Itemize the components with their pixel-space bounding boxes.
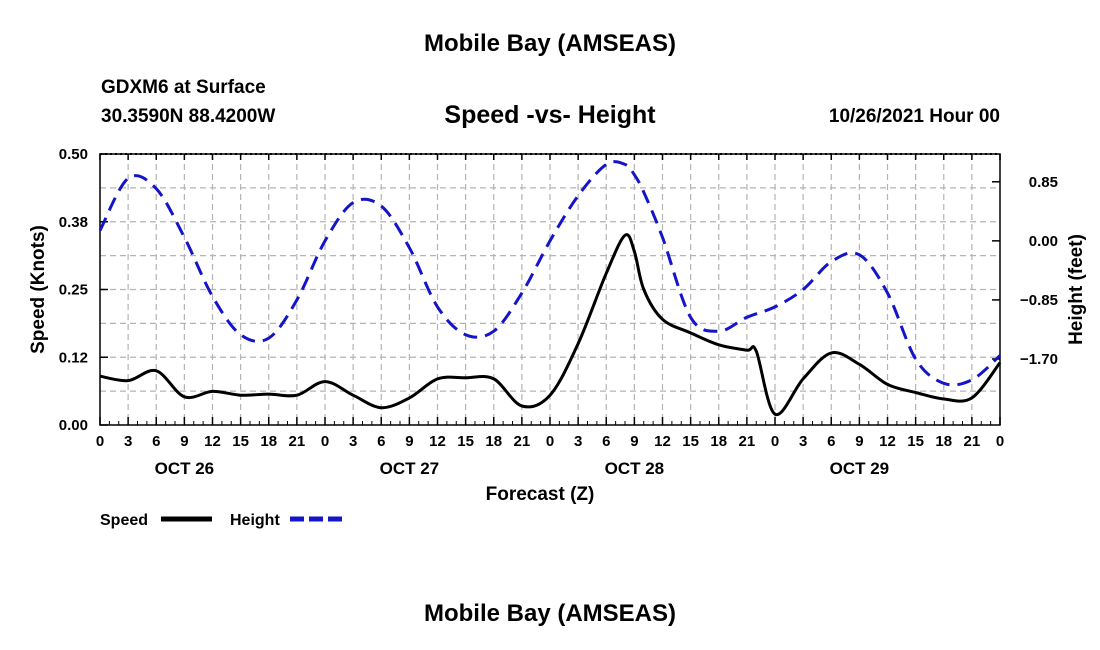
legend-label-height: Height <box>230 512 280 529</box>
y-tick-label: 0.38 <box>59 214 88 231</box>
x-tick-label: 21 <box>739 433 756 450</box>
y-tick-label: 0.25 <box>59 282 88 299</box>
x-tick-label: 12 <box>204 433 221 450</box>
x-day-label: OCT 28 <box>605 459 665 478</box>
page-title-repeat: Mobile Bay (AMSEAS) <box>423 600 677 627</box>
x-tick-label: 3 <box>349 433 357 450</box>
x-tick-label: 9 <box>180 433 188 450</box>
x-tick-label: 18 <box>485 433 502 450</box>
x-tick-label: 3 <box>124 433 132 450</box>
series-line-height <box>98 160 1002 387</box>
x-tick-label: 15 <box>682 433 699 450</box>
x-tick-label: 6 <box>377 433 385 450</box>
x-tick-label: 0 <box>771 433 779 450</box>
station-coordinates: 30.3590N 88.4200W <box>101 106 276 127</box>
x-tick-label: 18 <box>260 433 277 450</box>
x-tick-label: 12 <box>429 433 446 450</box>
x-tick-label: 15 <box>232 433 249 450</box>
series-line-speed <box>99 233 1002 416</box>
x-tick-label: 6 <box>827 433 835 450</box>
y-axis-title: Speed (Knots) <box>28 225 49 354</box>
page-title: Mobile Bay (AMSEAS) <box>423 30 677 57</box>
x-tick-label: 21 <box>964 433 981 450</box>
x-tick-label: 15 <box>907 433 924 450</box>
x-tick-label: 12 <box>879 433 896 450</box>
y-tick-label: 0.50 <box>59 146 88 163</box>
x-tick-label: 0 <box>546 433 554 450</box>
x-tick-label: 18 <box>710 433 727 450</box>
x-tick-label: 3 <box>574 433 582 450</box>
x-tick-label: 18 <box>935 433 952 450</box>
x-tick-label: 6 <box>602 433 610 450</box>
forecast-datetime: 10/26/2021 Hour 00 <box>828 106 1000 127</box>
x-axis-title: Forecast (Z) <box>486 484 595 505</box>
x-day-label: OCT 26 <box>155 459 215 478</box>
chart-title: Speed -vs- Height <box>444 101 656 129</box>
y2-axis-title: Height (feet) <box>1066 234 1087 345</box>
y2-tick-label: −0.85 <box>1020 292 1058 309</box>
x-tick-label: 21 <box>289 433 306 450</box>
x-day-label: OCT 27 <box>380 459 440 478</box>
x-tick-label: 9 <box>855 433 863 450</box>
x-tick-label: 6 <box>152 433 160 450</box>
x-day-label: OCT 29 <box>830 459 890 478</box>
x-tick-label: 9 <box>405 433 413 450</box>
y2-tick-label: 0.00 <box>1029 233 1058 250</box>
x-tick-label: 0 <box>996 433 1004 450</box>
y-tick-label: 0.00 <box>59 417 88 434</box>
y-tick-label: 0.12 <box>59 349 88 366</box>
x-tick-label: 15 <box>457 433 474 450</box>
x-tick-label: 21 <box>514 433 531 450</box>
legend-label-speed: Speed <box>100 512 148 529</box>
x-tick-label: 0 <box>321 433 329 450</box>
x-tick-label: 3 <box>799 433 807 450</box>
x-tick-label: 9 <box>630 433 638 450</box>
x-tick-label: 12 <box>654 433 671 450</box>
y2-tick-label: 0.85 <box>1029 174 1058 191</box>
y2-tick-label: −1.70 <box>1020 351 1058 368</box>
station-label: GDXM6 at Surface <box>101 77 266 98</box>
x-tick-label: 0 <box>96 433 104 450</box>
